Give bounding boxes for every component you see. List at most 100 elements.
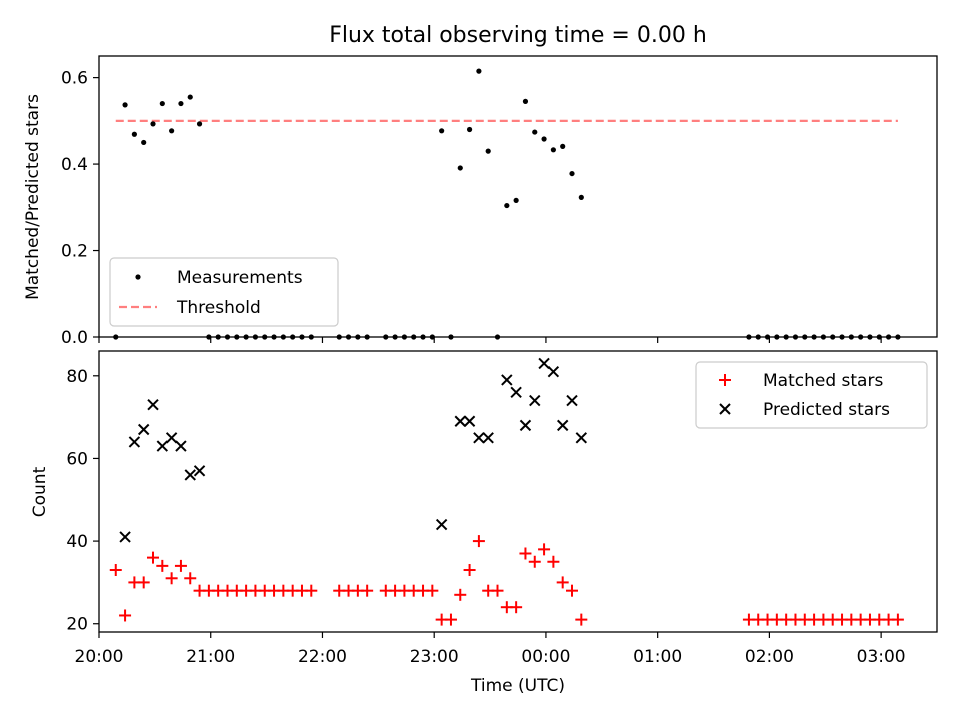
- measurement-point: [485, 148, 491, 154]
- x-tick-label: 00:00: [521, 647, 570, 667]
- matched-star-point: [538, 543, 551, 556]
- matched-star-point: [109, 564, 122, 577]
- matched-star-point: [472, 535, 485, 548]
- predicted-star-point: [547, 365, 560, 378]
- predicted-star-point: [175, 440, 187, 452]
- measurement-point: [867, 334, 873, 340]
- measurement-point: [159, 100, 165, 107]
- measurement-point: [411, 334, 417, 340]
- matched-star-point: [119, 609, 132, 622]
- measurement-point: [466, 126, 473, 133]
- measurement-point: [848, 334, 854, 340]
- predicted-star-point: [156, 440, 169, 452]
- predicted-x-b: [165, 432, 178, 444]
- measurement-point: [820, 334, 827, 340]
- bottom-y-tick-label: 80: [66, 367, 88, 387]
- top-y-tick-label: 0.6: [61, 69, 88, 89]
- measurement-point: [522, 98, 529, 104]
- measurement-point: [308, 334, 314, 340]
- measurement-point: [196, 121, 203, 127]
- predicted-star-point: [184, 469, 196, 481]
- top-plot-y-axis: 0.0 0.2 0.4 0.6: [61, 69, 99, 348]
- measurement-point: [439, 128, 445, 134]
- measurement-point: [513, 197, 519, 203]
- predicted-x-b: [184, 469, 196, 481]
- matched-star-point: [547, 555, 560, 568]
- x-tick-label: 23:00: [410, 647, 459, 667]
- measurement-point: [830, 334, 836, 340]
- measurement-point: [839, 334, 845, 340]
- measurement-point: [885, 334, 892, 340]
- legend-marker-matched-stars: [719, 374, 731, 386]
- matched-star-point: [305, 584, 318, 597]
- measurement-point: [550, 147, 556, 153]
- predicted-star-point: [435, 518, 448, 531]
- matched-star-point: [566, 584, 579, 597]
- measurement-point: [429, 334, 435, 340]
- predicted-star-point: [119, 531, 131, 543]
- predicted-x-b: [547, 365, 560, 378]
- measurement-point: [141, 139, 147, 146]
- measurement-point: [243, 334, 249, 340]
- chart-title: Flux total observing time = 0.00 h: [329, 23, 707, 48]
- matched-star-point: [147, 551, 160, 564]
- legend-marker-predicted-stars: [719, 403, 731, 415]
- measurement-point: [392, 334, 398, 340]
- predicted-star-point: [519, 419, 532, 432]
- bottom-plot-marks: [109, 357, 904, 626]
- predicted-x-b: [156, 440, 169, 452]
- predicted-x-b: [137, 423, 150, 436]
- measurement-point: [290, 334, 296, 340]
- matched-star-point: [575, 613, 588, 626]
- bottom-legend-box: [695, 361, 928, 429]
- predicted-x-b: [463, 415, 476, 427]
- measurement-point: [811, 334, 817, 340]
- measurement-point: [113, 334, 119, 340]
- measurement-point: [476, 68, 482, 74]
- measurement-point: [187, 94, 193, 100]
- measurement-point: [876, 334, 882, 340]
- top-y-tick-label: 0.0: [61, 328, 88, 348]
- measurement-point: [774, 334, 780, 340]
- measurement-point: [457, 165, 463, 171]
- top-plot-x-axis: [98, 337, 882, 343]
- measurement-point: [299, 334, 305, 340]
- predicted-x-b: [147, 399, 159, 411]
- predicted-star-point: [482, 432, 494, 444]
- bottom-plot-x-axis: 20:00 21:00 22:00 23:00 00:00 01:00 02:00 03:00: [75, 632, 906, 667]
- measurement-point: [206, 334, 212, 340]
- predicted-x-b: [529, 394, 541, 407]
- bottom-y-tick-label: 40: [66, 532, 88, 552]
- matched-star-point: [174, 559, 187, 572]
- measurement-point: [895, 334, 901, 340]
- predicted-star-point: [556, 419, 569, 432]
- measurement-point: [336, 334, 342, 340]
- predicted-x-b: [575, 432, 588, 444]
- measurement-point: [224, 334, 231, 340]
- predicted-x-b: [519, 419, 532, 432]
- predicted-x-b: [454, 415, 466, 427]
- matched-star-point: [510, 601, 523, 614]
- measurement-point: [178, 100, 184, 107]
- top-plot: 0.0 0.2 0.4 0.6 Matched/Predicted stars Mea…: [23, 55, 938, 348]
- measurement-point: [262, 334, 268, 340]
- matched-star-point: [165, 572, 178, 585]
- matched-star-point: [137, 576, 150, 589]
- matched-star-point: [184, 572, 197, 585]
- predicted-x-b: [556, 419, 569, 432]
- top-plot-marks: [113, 68, 901, 340]
- predicted-x-b: [473, 432, 485, 444]
- predicted-star-point: [510, 386, 522, 399]
- predicted-star-point: [575, 432, 588, 444]
- matched-star-point: [491, 584, 504, 597]
- matched-star-point: [528, 555, 541, 568]
- x-tick-label: 03:00: [857, 647, 906, 667]
- x-tick-label: 20:00: [75, 647, 124, 667]
- measurement-point: [383, 334, 389, 340]
- predicted-star-point: [529, 394, 541, 407]
- x-tick-label: 02:00: [745, 647, 794, 667]
- measurement-point: [494, 334, 501, 340]
- measurement-point: [532, 129, 538, 135]
- top-y-tick-label: 0.4: [61, 155, 88, 175]
- predicted-x-b: [538, 357, 550, 370]
